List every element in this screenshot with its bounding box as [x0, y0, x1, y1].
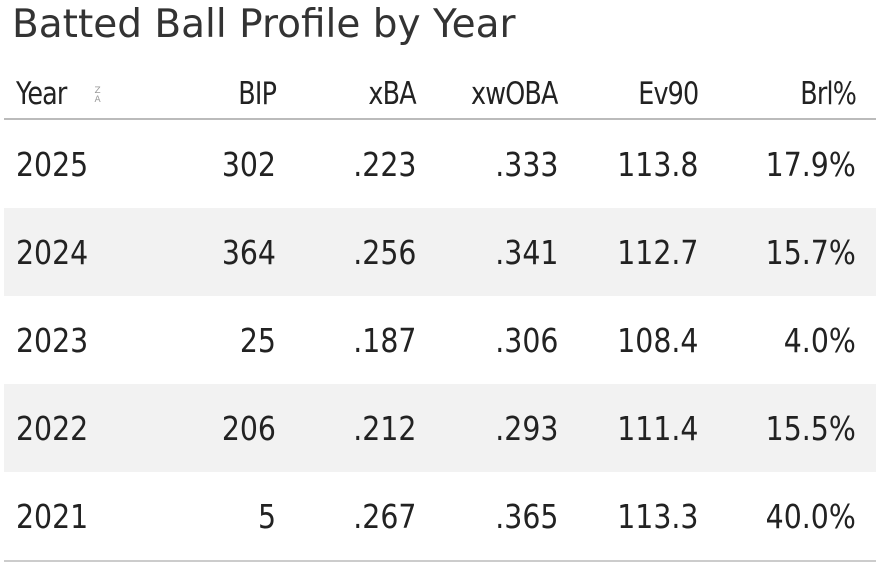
cell-brl-pct: 15.7%	[718, 208, 876, 296]
cell-year: 2025	[16, 144, 89, 184]
header-row: Year Z A BIP xBA xwOBA Ev90 Brl%	[4, 70, 876, 120]
cell-xba: .256	[296, 208, 436, 296]
cell-bip: 5	[158, 472, 296, 562]
table-title: Batted Ball Profile by Year	[12, 2, 516, 47]
cell-bip: 302	[221, 144, 276, 184]
cell-year: 2024	[4, 208, 158, 296]
column-header-label: xwOBA	[471, 76, 558, 112]
cell-xwoba: .306	[494, 320, 558, 360]
cell-ev90: 113.3	[578, 472, 718, 562]
cell-xba: .267	[296, 472, 436, 562]
column-header-ev90[interactable]: Ev90	[578, 70, 718, 120]
column-header-bip[interactable]: BIP	[158, 70, 296, 120]
table-row: 2023 25 .187 .306 108.4 4.0%	[4, 296, 876, 384]
column-header-xba[interactable]: xBA	[296, 70, 436, 120]
cell-brl-pct: 15.5%	[718, 384, 876, 472]
column-header-label: Year	[16, 76, 67, 112]
cell-brl-pct: 17.9%	[765, 144, 856, 184]
cell-ev90: 108.4	[616, 320, 698, 360]
table-row: 2024 364 .256 .341 112.7 15.7%	[4, 208, 876, 296]
column-header-label: Ev90	[637, 76, 699, 112]
cell-xba: .212	[296, 384, 436, 472]
cell-xwoba: .333	[494, 144, 558, 184]
cell-xwoba: .293	[436, 384, 578, 472]
cell-xba: .223	[352, 144, 416, 184]
sort-za-icon[interactable]: Z A	[94, 85, 101, 105]
cell-xwoba: .365	[436, 472, 578, 562]
cell-year: 2023	[16, 320, 89, 360]
cell-year: 2022	[4, 384, 158, 472]
cell-brl-pct: 40.0%	[718, 472, 876, 562]
column-header-label: Brl%	[800, 76, 857, 112]
column-header-xwoba[interactable]: xwOBA	[436, 70, 578, 120]
table-row: 2021 5 .267 .365 113.3 40.0%	[4, 472, 876, 562]
column-header-brl-pct[interactable]: Brl%	[718, 70, 876, 120]
cell-xba: .187	[352, 320, 416, 360]
column-header-year[interactable]: Year Z A	[4, 70, 158, 120]
cell-year: 2021	[4, 472, 158, 562]
batted-ball-table: Year Z A BIP xBA xwOBA Ev90 Brl% 2025 30…	[4, 70, 876, 562]
cell-bip: 364	[158, 208, 296, 296]
cell-bip: 206	[158, 384, 296, 472]
cell-xwoba: .341	[436, 208, 578, 296]
column-header-label: xBA	[368, 76, 417, 112]
cell-brl-pct: 4.0%	[783, 320, 856, 360]
cell-bip: 25	[239, 320, 276, 360]
column-header-label: BIP	[238, 76, 277, 112]
table-row: 2025 302 .223 .333 113.8 17.9%	[4, 119, 876, 208]
cell-ev90: 111.4	[578, 384, 718, 472]
cell-ev90: 113.8	[616, 144, 698, 184]
cell-ev90: 112.7	[578, 208, 718, 296]
table-row: 2022 206 .212 .293 111.4 15.5%	[4, 384, 876, 472]
